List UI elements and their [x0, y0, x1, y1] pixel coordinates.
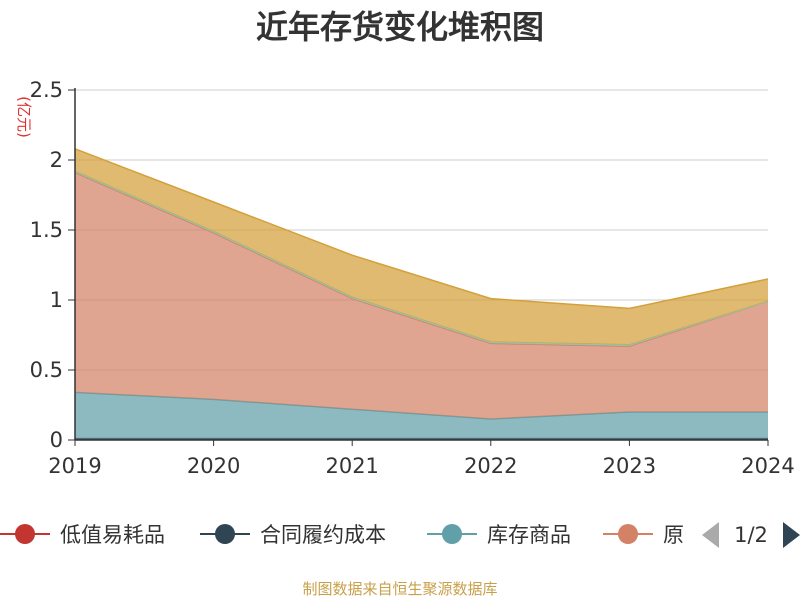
y-tick-label: 0	[50, 428, 63, 452]
y-tick-label: 2.5	[30, 78, 63, 102]
legend-label: 库存商品	[487, 523, 571, 547]
area-series	[74, 148, 769, 440]
legend-pager: 1/2	[702, 522, 800, 548]
area-3	[75, 172, 768, 419]
legend-label: 合同履约成本	[260, 523, 386, 547]
x-tick-label: 2021	[325, 454, 378, 478]
legend-label: 低值易耗品	[60, 523, 165, 547]
chart-title: 近年存货变化堆积图	[256, 8, 544, 46]
x-axis-ticks: 2019 2020 2021 2022 2023 2024	[48, 440, 795, 478]
legend-marker	[618, 524, 638, 544]
y-tick-label: 1.5	[30, 218, 63, 242]
area-line-5	[74, 148, 769, 310]
x-tick-label: 2023	[603, 454, 656, 478]
legend-marker	[15, 524, 35, 544]
legend-label: 原	[663, 523, 684, 547]
area-5	[75, 148, 768, 345]
y-tick-label: 0.5	[30, 358, 63, 382]
y-tick-label: 1	[50, 288, 63, 312]
pager-next-icon[interactable]	[783, 522, 800, 548]
axes	[74, 88, 768, 441]
x-tick-label: 2019	[48, 454, 101, 478]
x-tick-label: 2022	[464, 454, 517, 478]
y-tick-label: 2	[50, 148, 63, 172]
y-unit-label: (亿元)	[15, 96, 33, 138]
legend[interactable]: 低值易耗品 合同履约成本 库存商品 原	[0, 523, 684, 547]
pager-prev-icon[interactable]	[702, 522, 719, 548]
y-axis-ticks: 0 0.5 1 1.5 2 2.5	[30, 78, 75, 452]
legend-marker	[442, 524, 462, 544]
pager-label: 1/2	[734, 523, 768, 547]
x-tick-label: 2024	[741, 454, 794, 478]
legend-marker	[215, 524, 235, 544]
x-tick-label: 2020	[187, 454, 240, 478]
data-source: 制图数据来自恒生聚源数据库	[302, 580, 497, 598]
area-2	[75, 392, 768, 439]
